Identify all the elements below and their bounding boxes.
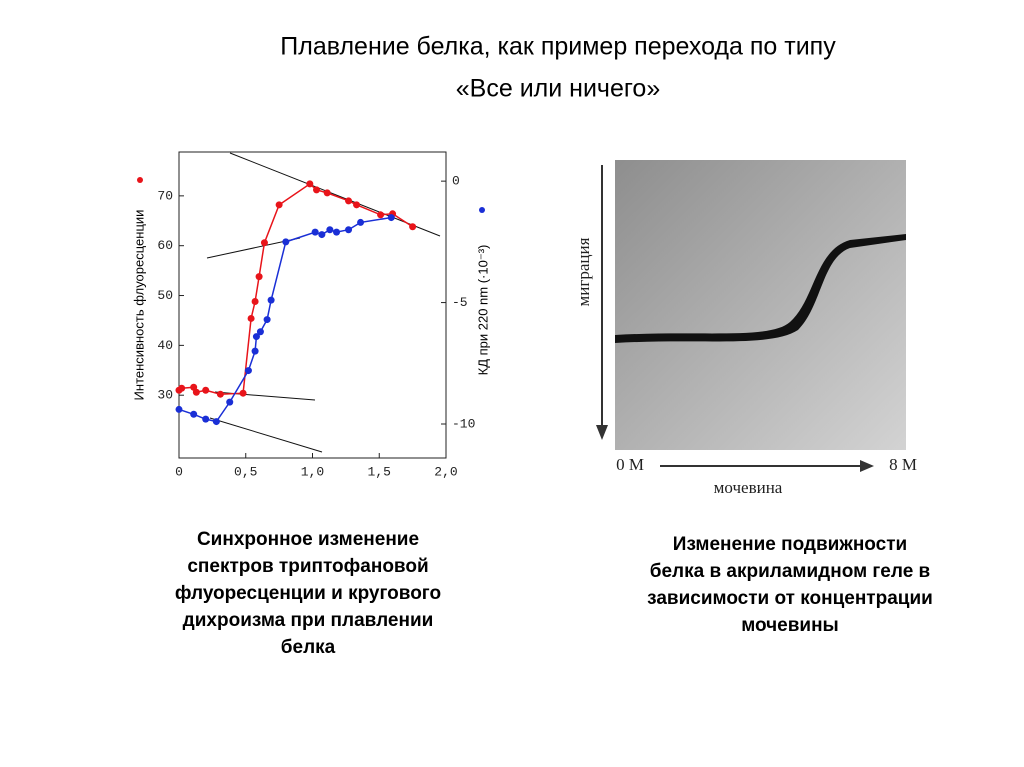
plot-frame <box>178 151 447 459</box>
point <box>202 415 210 423</box>
title: «Все или ничего» <box>456 75 660 103</box>
y-axis-label: Интенсивность флуоресценции <box>131 210 146 401</box>
point <box>282 238 290 246</box>
caption: белка в акриламидном геле в <box>650 561 930 582</box>
legend-dot <box>137 177 143 183</box>
gel-x-label: мочевина <box>714 478 783 497</box>
point <box>333 228 341 236</box>
guide-line <box>209 417 323 453</box>
point <box>239 389 247 397</box>
point <box>326 226 334 234</box>
y2-tick-label: 0 <box>452 174 460 189</box>
title: Плавление белка, как пример перехода по … <box>280 33 836 61</box>
caption: белка <box>281 637 336 658</box>
point <box>212 418 220 426</box>
y2-axis-label: КД при 220 nm (·10⁻³) <box>475 245 490 376</box>
y2-tick-label: -10 <box>452 416 475 431</box>
point <box>267 296 275 304</box>
point <box>306 180 314 188</box>
caption: Синхронное изменение <box>197 529 419 550</box>
point <box>255 273 263 281</box>
caption: спектров триптофановой <box>187 556 428 577</box>
point <box>252 333 260 341</box>
point <box>202 386 210 394</box>
arrow-head <box>860 460 874 472</box>
x-tick-label: 2,0 <box>434 464 457 479</box>
point <box>263 316 271 324</box>
point <box>387 214 395 222</box>
point <box>260 239 268 247</box>
gel-y-label: миграция <box>574 237 593 306</box>
point <box>345 226 353 234</box>
x-tick-label: 0 <box>175 464 183 479</box>
y-tick-label: 30 <box>157 388 173 403</box>
gel-x-start: 0 M <box>616 455 644 474</box>
caption: флуоресценции и кругового <box>175 583 441 604</box>
point <box>275 201 283 209</box>
x-tick-label: 0,5 <box>234 464 257 479</box>
point <box>313 186 321 194</box>
point <box>216 390 224 398</box>
caption: зависимости от концентрации <box>647 588 933 609</box>
point <box>247 314 255 322</box>
point <box>190 410 198 418</box>
point <box>244 367 252 375</box>
point <box>251 347 259 355</box>
point <box>357 218 365 226</box>
point <box>353 201 361 209</box>
x-tick-label: 1,0 <box>301 464 324 479</box>
arrow-head <box>596 425 608 440</box>
caption: Изменение подвижности <box>673 534 907 555</box>
gel-band <box>615 234 906 343</box>
point <box>226 398 234 406</box>
y-tick-label: 40 <box>157 338 173 353</box>
caption: мочевины <box>741 615 839 636</box>
caption: дихроизма при плавлении <box>183 610 434 631</box>
point <box>377 211 385 219</box>
x-tick-label: 1,5 <box>368 464 391 479</box>
point <box>311 228 319 236</box>
y-tick-label: 50 <box>157 288 173 303</box>
y-tick-label: 60 <box>157 238 173 253</box>
point <box>175 405 183 413</box>
point <box>192 388 200 396</box>
point <box>323 189 331 197</box>
point <box>178 384 186 392</box>
point <box>256 328 264 336</box>
legend-dot <box>479 207 485 213</box>
y-tick-label: 70 <box>157 188 173 203</box>
point <box>251 298 259 306</box>
point <box>409 223 417 231</box>
chart: Интенсивность флуоресценции КД при 220 n… <box>131 151 490 479</box>
gel-x-end: 8 M <box>889 455 917 474</box>
point <box>345 197 353 205</box>
gel-image <box>615 160 906 450</box>
point <box>318 231 326 239</box>
y2-tick-label: -5 <box>452 295 468 310</box>
